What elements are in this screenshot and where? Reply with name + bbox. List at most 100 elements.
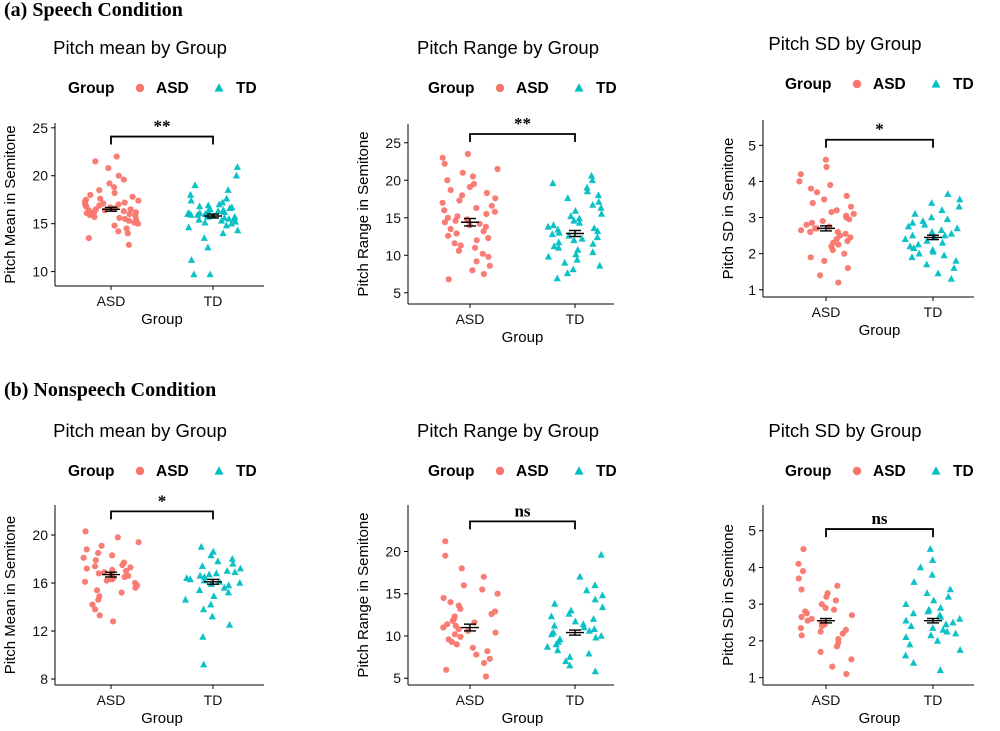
data-point-asd (809, 200, 816, 207)
data-point-td (597, 204, 605, 211)
data-point-asd (115, 201, 122, 208)
data-point-asd (797, 625, 805, 632)
data-point-td (914, 240, 922, 248)
legend-asd-label: ASD (516, 463, 549, 480)
legend-td-marker (574, 83, 584, 92)
data-point-td (590, 224, 598, 232)
data-point-td (955, 202, 963, 210)
chart-panel: Pitch SD by Group Group ASD TD 1 2 3 4 5 ASD TD Gro… (720, 33, 974, 339)
data-point-asd (445, 276, 452, 283)
data-point-asd (491, 208, 498, 215)
data-point-td (943, 215, 951, 223)
data-point-td (206, 205, 214, 213)
data-point-td (949, 618, 957, 626)
x-tick-label: ASD (812, 692, 841, 708)
y-axis-title: Pitch SD in Semitone (720, 138, 737, 280)
x-axis-title: Group (141, 311, 183, 328)
y-tick-label: 25 (385, 135, 401, 151)
data-point-asd (795, 560, 802, 567)
data-point-td (589, 615, 598, 622)
data-point-td (937, 603, 945, 611)
legend-td-marker (214, 466, 224, 475)
data-point-td (589, 248, 597, 256)
data-point-td (570, 216, 578, 224)
y-axis-title: Pitch Range in Semitone (355, 131, 372, 296)
y-tick-label: 12 (32, 623, 48, 639)
data-point-asd (455, 247, 462, 254)
significance-bracket (825, 138, 934, 148)
data-point-td (212, 569, 220, 577)
data-point-asd (109, 552, 116, 559)
data-point-asd (441, 207, 448, 214)
data-point-asd (457, 242, 464, 249)
x-tick-label: TD (924, 304, 943, 320)
data-point-asd (479, 586, 486, 593)
data-point-td (566, 661, 574, 669)
legend-asd-marker (495, 466, 505, 476)
data-point-td (911, 209, 919, 217)
data-point-td (597, 632, 605, 639)
data-point-td (952, 629, 960, 637)
data-point-td (198, 562, 206, 569)
data-point-asd (480, 270, 487, 278)
legend-td-marker (931, 79, 941, 88)
data-point-td (906, 242, 914, 250)
data-point-td (231, 213, 239, 220)
data-point-td (225, 581, 233, 589)
data-point-td (223, 567, 231, 574)
data-point-td (195, 215, 203, 223)
data-point-asd (848, 612, 856, 619)
data-point-td (929, 556, 937, 563)
data-point-td (224, 588, 232, 596)
data-point-td (549, 628, 557, 636)
x-axis-title: Group (502, 710, 544, 727)
data-point-asd (470, 180, 477, 188)
data-point-asd (120, 559, 128, 566)
data-point-asd (120, 176, 127, 183)
data-point-asd (844, 265, 852, 272)
data-point-td (200, 234, 208, 241)
data-point-asd (440, 594, 447, 602)
data-point-td (550, 621, 558, 629)
data-point-td (597, 550, 605, 558)
data-point-asd (469, 644, 476, 651)
data-point-asd (93, 587, 101, 594)
data-point-td (209, 547, 217, 555)
x-axis-title: Group (859, 710, 901, 727)
data-point-td (928, 199, 936, 206)
data-point-td (219, 229, 227, 237)
data-point-asd (123, 225, 130, 232)
data-point-asd (818, 601, 825, 608)
data-point-td (927, 631, 935, 639)
data-point-asd (116, 214, 123, 221)
data-point-asd (439, 154, 446, 161)
data-point-asd (100, 200, 107, 207)
data-point-asd (807, 228, 814, 236)
data-point-td (196, 209, 204, 216)
y-tick-label: 20 (385, 172, 401, 188)
data-point-td (562, 657, 570, 665)
x-tick-label: TD (566, 311, 585, 327)
data-point-asd (441, 219, 448, 226)
data-point-asd (120, 208, 127, 215)
data-point-td (571, 617, 579, 625)
data-point-td (561, 258, 569, 266)
data-point-asd (803, 221, 810, 228)
data-point-asd (101, 207, 109, 214)
data-point-td (187, 256, 196, 263)
data-point-td (197, 543, 205, 550)
data-point-asd (92, 557, 99, 564)
data-point-asd (457, 633, 464, 640)
data-point-td (598, 591, 607, 599)
data-point-td (944, 190, 952, 197)
chart-panel: Pitch Range by Group Group ASD TD 5 10 15 20 ASD… (355, 420, 617, 727)
data-point-asd (91, 563, 99, 570)
data-point-td (953, 224, 961, 232)
data-point-td (208, 612, 216, 620)
data-point-asd (808, 219, 816, 226)
data-point-td (201, 218, 209, 226)
data-point-td (904, 222, 912, 230)
data-point-asd (798, 227, 805, 234)
data-point-asd (828, 209, 835, 216)
